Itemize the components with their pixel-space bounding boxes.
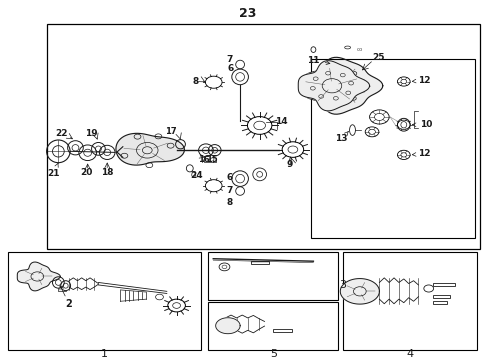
Polygon shape xyxy=(340,279,379,304)
Polygon shape xyxy=(116,133,184,165)
Text: 20: 20 xyxy=(80,168,93,177)
Text: 10: 10 xyxy=(412,120,432,129)
Bar xyxy=(311,59,475,238)
Text: 16: 16 xyxy=(197,155,209,164)
Polygon shape xyxy=(302,57,383,114)
Text: 21: 21 xyxy=(47,163,60,178)
Text: 25: 25 xyxy=(372,53,385,62)
Text: 11: 11 xyxy=(307,56,330,65)
Text: 6: 6 xyxy=(228,64,234,73)
Text: 9: 9 xyxy=(287,160,293,169)
Text: 13: 13 xyxy=(336,131,348,143)
Bar xyxy=(433,301,447,304)
Bar xyxy=(208,302,338,350)
Bar xyxy=(433,283,455,286)
Text: 18: 18 xyxy=(101,168,114,177)
Bar xyxy=(433,295,450,298)
Text: 23: 23 xyxy=(239,6,256,19)
Text: 24: 24 xyxy=(190,171,202,180)
Text: 14: 14 xyxy=(275,117,288,126)
Bar xyxy=(8,252,201,350)
Polygon shape xyxy=(298,61,369,111)
Text: 15: 15 xyxy=(206,155,218,164)
Polygon shape xyxy=(17,262,60,291)
Text: 7: 7 xyxy=(226,186,233,195)
Text: 19: 19 xyxy=(85,129,98,138)
Text: 7: 7 xyxy=(226,55,233,64)
Text: 3: 3 xyxy=(339,280,346,290)
Text: 2: 2 xyxy=(60,285,73,309)
Bar xyxy=(343,252,477,350)
Bar xyxy=(251,261,270,264)
Bar xyxy=(273,329,293,332)
Text: 12: 12 xyxy=(412,76,431,85)
Text: 1: 1 xyxy=(101,349,108,359)
Text: co: co xyxy=(357,47,363,52)
Polygon shape xyxy=(216,318,240,334)
Text: 6: 6 xyxy=(226,174,232,183)
Text: 4: 4 xyxy=(407,349,414,359)
Text: 8: 8 xyxy=(226,198,232,207)
Bar xyxy=(47,24,480,249)
Text: 17: 17 xyxy=(165,127,176,136)
Text: 12: 12 xyxy=(412,149,431,158)
Text: 22: 22 xyxy=(55,130,68,139)
Text: 8: 8 xyxy=(192,77,198,86)
Bar xyxy=(208,252,338,300)
Text: 5: 5 xyxy=(270,349,277,359)
